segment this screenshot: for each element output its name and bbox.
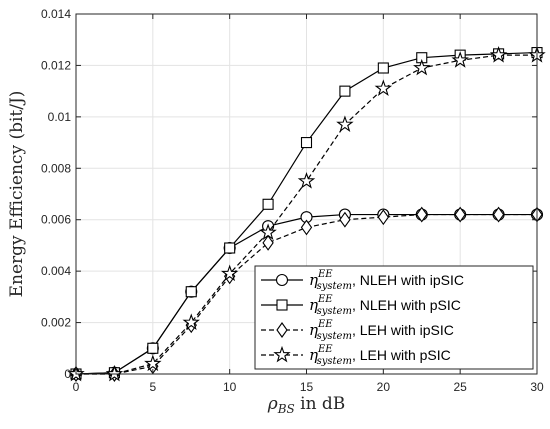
x-tick-label: 0 xyxy=(73,380,80,394)
x-tick-label: 30 xyxy=(530,380,544,394)
data-point xyxy=(413,58,431,76)
data-point xyxy=(185,286,197,298)
legend-label: ηEE system, LEH with pSIC xyxy=(309,344,451,367)
y-tick-label: 0.014 xyxy=(41,7,71,21)
legend-marker xyxy=(276,299,288,311)
data-point xyxy=(262,234,274,251)
data-point xyxy=(416,206,428,223)
legend-item: ηEE system, LEH with pSIC xyxy=(261,344,451,367)
x-axis-label-rest: in dB xyxy=(295,394,346,414)
x-tick-label: 25 xyxy=(453,380,467,394)
legend-box xyxy=(254,265,534,370)
data-point xyxy=(489,45,508,63)
data-point xyxy=(454,206,466,223)
data-point xyxy=(300,219,313,236)
y-tick-label: 0.012 xyxy=(41,58,71,72)
grid-lines xyxy=(75,13,538,375)
data-point xyxy=(262,198,274,210)
data-point xyxy=(300,137,313,149)
data-point xyxy=(105,364,124,382)
y-tick-label: 0.006 xyxy=(41,213,71,227)
data-point xyxy=(224,242,236,254)
data-point xyxy=(451,51,469,68)
y-tick-label: 0.002 xyxy=(41,316,71,330)
x-tick-label: 5 xyxy=(149,380,156,394)
x-axis-label-sub: BS xyxy=(277,402,295,416)
legend-label: ηEE system, NLEH with pSIC xyxy=(309,294,461,317)
data-point xyxy=(336,115,354,132)
y-tick-labels: 0 0.002 0.004 0.006 0.008 0.01 0.012 0.014 xyxy=(41,7,71,381)
x-axis-label: ρBS in dB xyxy=(267,394,346,416)
data-point xyxy=(377,62,389,74)
series-layer xyxy=(67,45,546,382)
y-tick-label: 0.004 xyxy=(41,264,71,278)
data-point xyxy=(339,85,351,97)
data-point xyxy=(339,211,351,228)
x-tick-label: 10 xyxy=(223,380,237,394)
x-tick-label: 20 xyxy=(377,380,391,394)
legend-label: ηEE system, NLEH with ipSIC xyxy=(309,269,464,292)
data-point xyxy=(220,264,239,282)
y-tick-label: 0.008 xyxy=(41,161,71,175)
x-tick-label: 15 xyxy=(300,380,314,394)
data-point xyxy=(147,342,159,354)
data-point xyxy=(182,313,200,330)
legend-marker xyxy=(273,345,291,363)
data-point xyxy=(144,354,162,372)
x-tick-labels: 0 5 10 15 20 25 30 xyxy=(73,380,544,394)
data-point xyxy=(377,209,390,226)
legend-marker xyxy=(276,322,288,338)
data-point xyxy=(259,223,277,240)
legend-marker xyxy=(275,273,289,287)
y-tick-label: 0 xyxy=(64,367,71,381)
legend-label: ηEE system, LEH with ipSIC xyxy=(309,319,454,342)
y-axis-label: Energy Efficiency (bit/J) xyxy=(7,91,27,298)
data-point xyxy=(492,206,505,223)
data-point xyxy=(374,79,393,96)
legend-item: ηEE system, NLEH with pSIC xyxy=(261,294,461,317)
x-axis-label-symbol: ρ xyxy=(267,394,278,414)
legend-item: ηEE system, LEH with ipSIC xyxy=(261,319,454,342)
legend-item: ηEE system, NLEH with ipSIC xyxy=(261,269,464,292)
y-tick-label: 0.01 xyxy=(48,110,72,124)
axes xyxy=(75,13,538,375)
data-point xyxy=(297,171,316,189)
